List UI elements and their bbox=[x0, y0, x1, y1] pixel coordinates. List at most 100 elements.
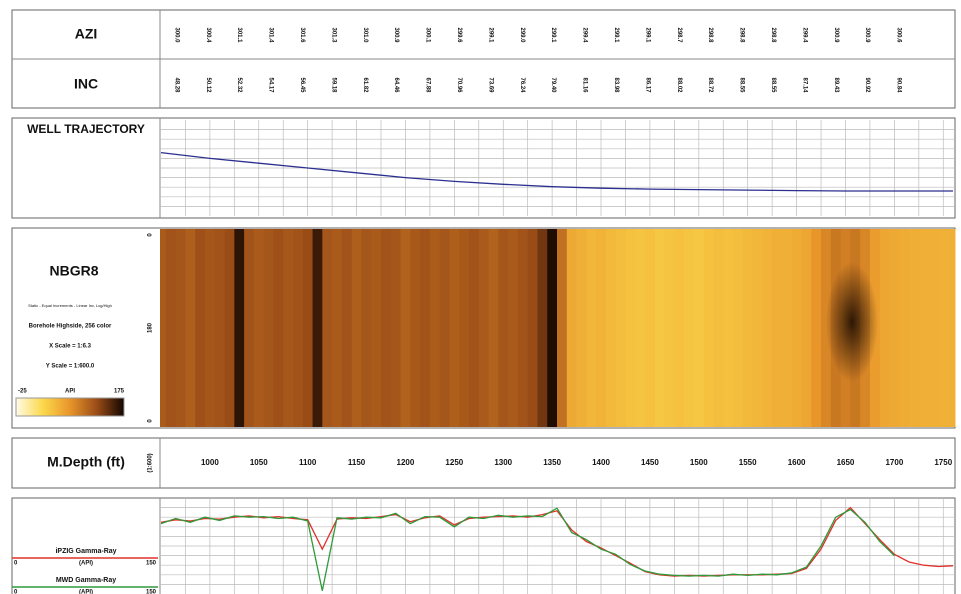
azi-label: AZI bbox=[75, 26, 98, 42]
inc-value: 89.43 bbox=[833, 77, 839, 93]
image-note: Y Scale = 1:600.0 bbox=[46, 364, 95, 370]
image-column bbox=[195, 229, 206, 427]
image-column bbox=[713, 229, 724, 427]
legend-unit: (API) bbox=[79, 561, 93, 567]
legend-name: MWD Gamma-Ray bbox=[56, 577, 116, 584]
image-column bbox=[772, 229, 783, 427]
depth-tick: 1000 bbox=[201, 458, 219, 467]
inc-value: 76.24 bbox=[519, 77, 525, 93]
image-column bbox=[781, 229, 793, 427]
inc-value: 90.92 bbox=[864, 77, 870, 93]
image-column bbox=[791, 229, 802, 427]
image-column bbox=[625, 229, 636, 427]
azi-value: 298.8 bbox=[739, 27, 745, 43]
azi-value: 300.9 bbox=[833, 27, 839, 43]
image-column bbox=[361, 229, 372, 427]
azi-value: 301.3 bbox=[330, 27, 336, 43]
azi-value: 300.0 bbox=[173, 27, 179, 43]
image-column bbox=[214, 229, 226, 427]
gamma-plot bbox=[160, 498, 955, 594]
depth-tick: 1600 bbox=[788, 458, 806, 467]
image-column bbox=[664, 229, 675, 427]
inc-value: 88.72 bbox=[707, 77, 713, 93]
depth-tick: 1700 bbox=[885, 458, 903, 467]
gamma-curve bbox=[160, 507, 895, 591]
colorbar-tick: 175 bbox=[114, 389, 125, 395]
image-column bbox=[175, 229, 186, 427]
image-column bbox=[185, 229, 196, 427]
legend-max: 150 bbox=[146, 561, 157, 567]
inc-value: 48.28 bbox=[173, 77, 179, 93]
colorbar-label: API bbox=[65, 389, 75, 395]
azi-value: 299.4 bbox=[801, 27, 807, 43]
inc-value: 70.96 bbox=[456, 77, 462, 93]
inc-value: 87.14 bbox=[801, 77, 807, 93]
image-column bbox=[948, 229, 956, 427]
image-column bbox=[527, 229, 538, 427]
inc-value: 83.98 bbox=[613, 77, 619, 93]
image-column bbox=[693, 229, 705, 427]
image-column bbox=[762, 229, 773, 427]
image-column bbox=[557, 229, 568, 427]
legend-max: 150 bbox=[146, 590, 157, 594]
panel-frame bbox=[11, 497, 956, 594]
inc-value: 81.16 bbox=[582, 77, 588, 93]
azi-value: 299.4 bbox=[582, 27, 588, 43]
inc-value: 52.32 bbox=[236, 77, 242, 93]
inc-value: 67.88 bbox=[425, 77, 431, 93]
azi-value: 300.4 bbox=[205, 27, 211, 43]
image-column bbox=[302, 229, 314, 427]
azi-value: 301.0 bbox=[362, 27, 368, 43]
image-column bbox=[645, 229, 656, 427]
azi-value: 299.1 bbox=[644, 27, 650, 43]
image-column bbox=[566, 229, 578, 427]
image-column bbox=[469, 229, 480, 427]
gamma-legend: iPZIG Gamma-Ray 0 (API) 150 MWD Gamma-Ray 0 (A… bbox=[12, 548, 158, 594]
image-column bbox=[811, 229, 822, 427]
image-column bbox=[879, 229, 890, 427]
inc-value: 86.17 bbox=[644, 77, 650, 93]
azi-value: 300.9 bbox=[864, 27, 870, 43]
image-column bbox=[928, 229, 939, 427]
image-column bbox=[263, 229, 274, 427]
depth-title: M.Depth (ft) bbox=[47, 454, 125, 470]
image-column bbox=[322, 229, 333, 427]
azi-value: 301.1 bbox=[236, 27, 242, 43]
image-column bbox=[400, 229, 411, 427]
image-column bbox=[733, 229, 744, 427]
image-column bbox=[292, 229, 304, 427]
image-column bbox=[488, 229, 499, 427]
image-column bbox=[547, 229, 558, 427]
image-column bbox=[429, 229, 441, 427]
inc-value: 50.12 bbox=[205, 77, 211, 93]
image-column bbox=[508, 229, 519, 427]
inc-value: 79.40 bbox=[550, 77, 556, 93]
trajectory-title: WELL TRAJECTORY bbox=[27, 122, 145, 136]
image-column bbox=[371, 229, 382, 427]
depth-tick: 1500 bbox=[690, 458, 708, 467]
azi-value: 299.1 bbox=[613, 27, 619, 43]
azimuth-tick: 180 bbox=[148, 322, 154, 333]
inc-value: 88.55 bbox=[739, 77, 745, 93]
image-column bbox=[801, 229, 812, 427]
inc-value: 56.45 bbox=[299, 77, 305, 93]
image-column bbox=[224, 229, 235, 427]
image-column bbox=[742, 229, 754, 427]
image-column bbox=[165, 229, 177, 427]
azi-value: 300.6 bbox=[896, 27, 902, 43]
inc-value: 88.55 bbox=[770, 77, 776, 93]
gamma-curve bbox=[160, 506, 954, 577]
colorbar bbox=[15, 397, 125, 417]
depth-tick: 1550 bbox=[739, 458, 757, 467]
azi-value: 298.7 bbox=[676, 27, 682, 43]
depth-tick: 1250 bbox=[445, 458, 463, 467]
depth-tick: 1050 bbox=[250, 458, 268, 467]
image-column bbox=[312, 229, 323, 427]
inc-value: 61.82 bbox=[362, 77, 368, 93]
depth-scale: (1:600) bbox=[148, 453, 154, 472]
image-column bbox=[596, 229, 607, 427]
image-note: X Scale = 1:6.3 bbox=[49, 344, 92, 350]
image-column bbox=[605, 229, 617, 427]
panel-frame bbox=[11, 437, 956, 489]
legend-unit: (API) bbox=[79, 590, 93, 594]
